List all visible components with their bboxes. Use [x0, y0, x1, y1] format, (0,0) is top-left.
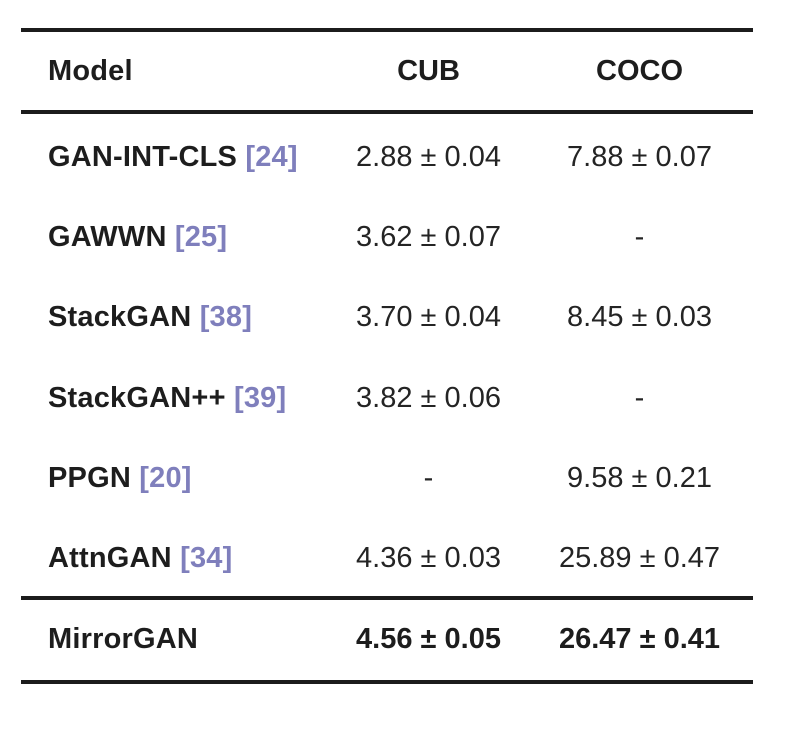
model-name-label: PPGN — [48, 461, 131, 494]
model-name-label: StackGAN — [48, 301, 192, 334]
model-name-label: GAWWN — [48, 220, 167, 253]
score-coco: 25.89 ± 0.47 — [558, 542, 721, 575]
model-name-label: AttnGAN — [48, 542, 172, 575]
citation-link[interactable]: [24] — [245, 140, 298, 173]
score-cub: 2.88 ± 0.04 — [356, 140, 501, 173]
citation-link[interactable]: [20] — [139, 461, 192, 494]
score-coco: 7.88 ± 0.07 — [567, 140, 712, 173]
model-name-label: StackGAN++ — [48, 381, 226, 414]
citation-link[interactable]: [34] — [180, 542, 233, 575]
score-cub: 3.62 ± 0.07 — [356, 220, 501, 253]
model-name: GAN-INT-CLS [24] — [21, 140, 331, 173]
score-cub: 3.82 ± 0.06 — [356, 381, 501, 414]
score-coco: - — [634, 220, 645, 253]
table-row: GAN-INT-CLS [24] 2.88 ± 0.04 7.88 ± 0.07 — [21, 114, 753, 194]
column-header-cub: CUB — [397, 54, 460, 87]
citation-link[interactable]: [25] — [174, 220, 228, 253]
score-coco: - — [634, 381, 645, 414]
table-row: AttnGAN [34] 4.36 ± 0.03 25.89 ± 0.47 — [21, 515, 753, 595]
score-cub: 4.56 ± 0.05 — [356, 623, 501, 656]
table-rule-top — [21, 28, 753, 32]
table-row: StackGAN++ [39] 3.82 ± 0.06 - — [21, 355, 753, 435]
model-name: PPGN [20] — [21, 461, 331, 494]
table-footer-row: MirrorGAN 4.56 ± 0.05 26.47 ± 0.41 — [21, 600, 753, 680]
table-row: GAWWN [25] 3.62 ± 0.07 - — [21, 194, 753, 274]
table-rule-footer — [21, 595, 753, 600]
results-table: Model CUB COCO GAN-INT-CLS [24] 2.88 ± 0… — [21, 28, 753, 684]
score-cub: - — [423, 461, 434, 494]
model-name-label: GAN-INT-CLS — [48, 140, 238, 173]
score-coco: 9.58 ± 0.21 — [567, 461, 712, 494]
model-name: GAWWN [25] — [21, 220, 331, 253]
score-cub: 4.36 ± 0.03 — [356, 542, 501, 575]
model-name: StackGAN++ [39] — [21, 381, 331, 414]
table-rule-header — [21, 110, 753, 114]
column-header-model: Model — [48, 54, 133, 87]
table-row: StackGAN [38] 3.70 ± 0.04 8.45 ± 0.03 — [21, 275, 753, 355]
citation-link[interactable]: [38] — [199, 301, 253, 334]
score-coco: 8.45 ± 0.03 — [567, 301, 712, 334]
table-header-row: Model CUB COCO — [21, 32, 753, 110]
model-name: StackGAN [38] — [21, 303, 331, 332]
score-coco: 26.47 ± 0.41 — [558, 623, 721, 656]
model-name: MirrorGAN — [48, 623, 199, 656]
model-name: AttnGAN [34] — [21, 544, 331, 573]
column-header-coco: COCO — [596, 54, 683, 87]
citation-link[interactable]: [39] — [233, 381, 287, 414]
table-rule-bottom — [21, 679, 753, 684]
score-cub: 3.70 ± 0.04 — [356, 301, 501, 334]
table-row: PPGN [20] - 9.58 ± 0.21 — [21, 435, 753, 515]
